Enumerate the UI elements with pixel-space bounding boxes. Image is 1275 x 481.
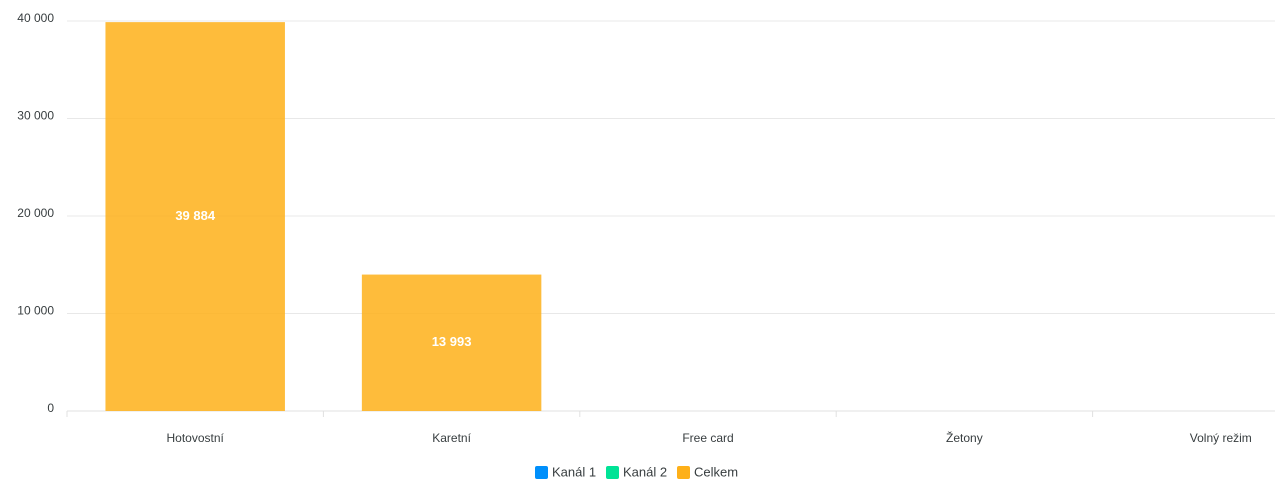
y-tick-label: 10 000 xyxy=(17,304,54,318)
legend-swatch xyxy=(535,466,548,479)
legend-label: Celkem xyxy=(694,464,738,479)
y-tick-label: 40 000 xyxy=(17,11,54,25)
legend-swatch xyxy=(606,466,619,479)
x-tick-label: Žetony xyxy=(946,430,983,445)
data-label: 13 993 xyxy=(432,334,472,349)
legend-label: Kanál 2 xyxy=(623,464,667,479)
bar xyxy=(105,22,285,411)
legend-swatch xyxy=(677,466,690,479)
bar xyxy=(361,274,542,411)
data-label: 39 884 xyxy=(175,208,216,223)
x-tick-label: Karetní xyxy=(432,431,471,445)
y-tick-label: 0 xyxy=(47,401,54,415)
x-tick-label: Free card xyxy=(682,431,733,445)
x-tick-label: Volný režim xyxy=(1190,431,1252,445)
y-tick-label: 30 000 xyxy=(17,109,54,123)
y-tick-label: 20 000 xyxy=(17,206,54,220)
x-tick-label: Hotovostní xyxy=(167,431,225,445)
legend-label: Kanál 1 xyxy=(552,464,596,479)
